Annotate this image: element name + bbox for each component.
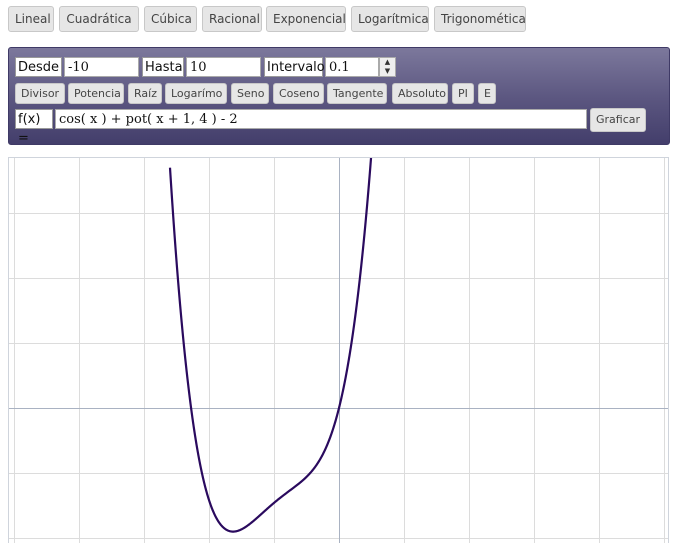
tangente-button[interactable]: Tangente <box>327 83 387 104</box>
to-label: Hasta <box>142 57 184 77</box>
tab-cubica[interactable]: Cúbica <box>144 6 197 32</box>
chevron-down-icon[interactable]: ▼ <box>384 67 391 75</box>
seno-button[interactable]: Seno <box>231 83 269 104</box>
absoluto-button[interactable]: Absoluto <box>392 83 448 104</box>
coseno-button[interactable]: Coseno <box>273 83 324 104</box>
function-plot[interactable] <box>8 97 669 546</box>
grid-lines <box>8 157 669 543</box>
formula-label: f(x) = <box>15 109 53 146</box>
chevron-up-icon[interactable]: ▲ <box>384 58 391 66</box>
potencia-button[interactable]: Potencia <box>68 83 124 104</box>
control-panel: Desde Hasta Intervalo ▲ ▼ Divisor Potenc… <box>8 47 670 146</box>
function-curve <box>168 97 377 533</box>
axes <box>8 157 669 543</box>
from-label: Desde <box>15 57 62 77</box>
raiz-button[interactable]: Raíz <box>128 83 162 104</box>
step-label: Intervalo <box>264 57 325 77</box>
graph-border <box>8 157 669 546</box>
graficar-button[interactable]: Graficar <box>590 108 646 132</box>
from-input[interactable] <box>64 57 139 77</box>
step-input[interactable] <box>325 57 379 77</box>
step-spinner[interactable]: ▲ ▼ <box>379 57 396 77</box>
divisor-button[interactable]: Divisor <box>15 83 65 104</box>
e-button[interactable]: E <box>478 83 496 104</box>
graph-area <box>8 97 669 546</box>
pi-button[interactable]: PI <box>452 83 474 104</box>
tab-logaritmica[interactable]: Logarítmica <box>351 6 429 32</box>
tab-lineal[interactable]: Lineal <box>8 6 54 32</box>
tab-cuadratica[interactable]: Cuadrática <box>59 6 139 32</box>
formula-input[interactable] <box>55 109 587 129</box>
logarimo-button[interactable]: Logarímo <box>165 83 227 104</box>
tab-exponencial[interactable]: Exponencial <box>266 6 346 32</box>
to-input[interactable] <box>186 57 261 77</box>
tab-trigonometica[interactable]: Trigonomética <box>434 6 526 32</box>
tab-racional[interactable]: Racional <box>202 6 262 32</box>
